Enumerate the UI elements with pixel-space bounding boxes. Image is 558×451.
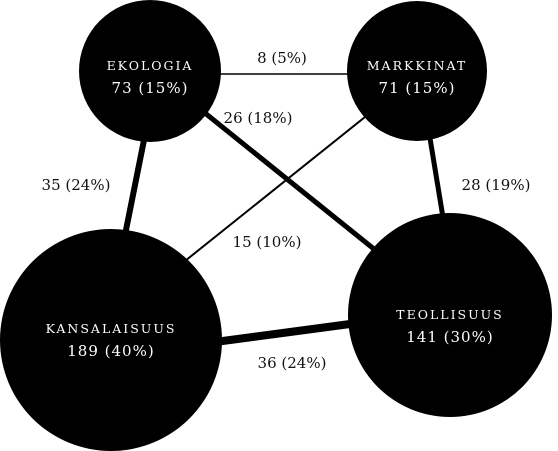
edge-markkinat-teollisuus-label: 28 (19%)	[462, 176, 531, 194]
edge-ekologia-kansalaisuus-label: 35 (24%)	[42, 176, 111, 194]
node-markkinat-name: MARKKINAT	[367, 58, 467, 73]
node-ekologia	[79, 0, 221, 142]
node-ekologia-value: 73 (15%)	[112, 79, 189, 97]
edge-markkinat-kansalaisuus	[179, 104, 381, 266]
node-kansalaisuus-name: KANSALAISUUS	[46, 321, 177, 336]
node-ekologia-name: EKOLOGIA	[107, 58, 194, 73]
edge-kansalaisuus-teollisuus-label: 36 (24%)	[258, 354, 327, 372]
node-teollisuus-name: TEOLLISUUS	[396, 307, 503, 322]
node-teollisuus	[348, 213, 552, 417]
node-markkinat-value: 71 (15%)	[379, 79, 456, 97]
edge-ekologia-markkinat-label: 8 (5%)	[257, 49, 307, 67]
node-kansalaisuus-value: 189 (40%)	[67, 342, 154, 360]
node-teollisuus-value: 141 (30%)	[406, 328, 493, 346]
edge-markkinat-kansalaisuus-label: 15 (10%)	[233, 233, 302, 251]
node-kansalaisuus	[0, 229, 222, 451]
edge-ekologia-teollisuus	[193, 103, 402, 272]
node-markkinat	[347, 1, 487, 141]
edge-ekologia-teollisuus-label: 26 (18%)	[224, 109, 293, 127]
